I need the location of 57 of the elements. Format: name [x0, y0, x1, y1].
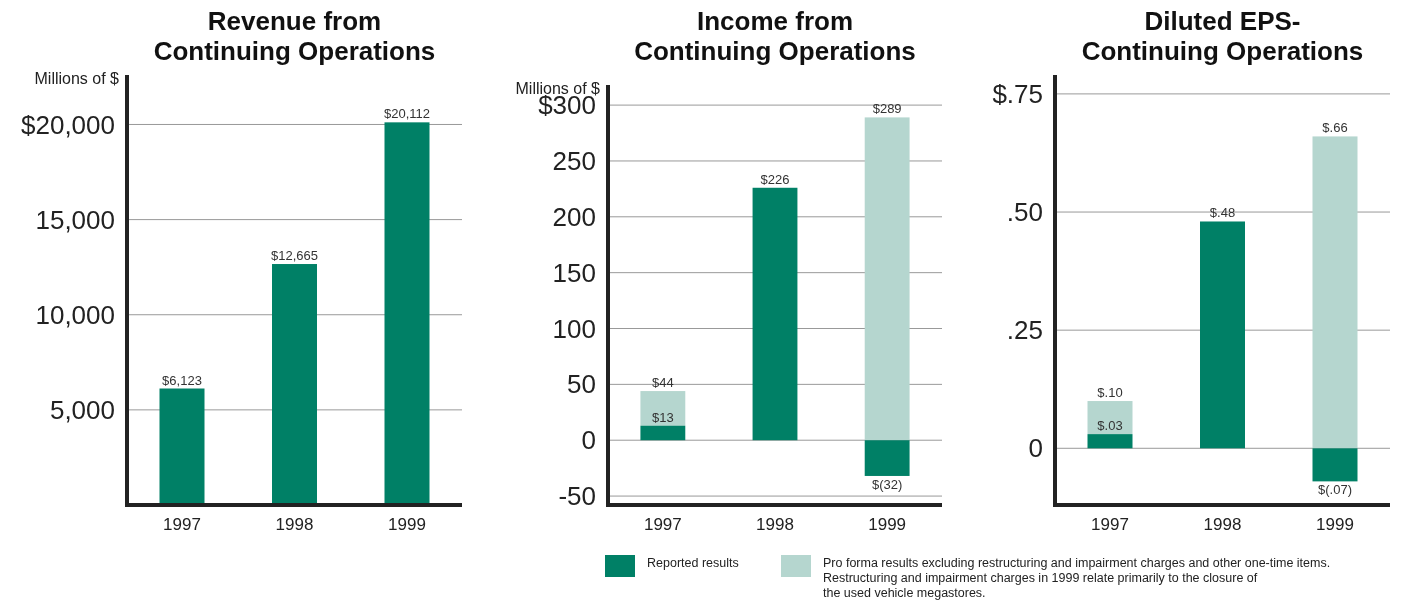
- total-label: $44: [652, 375, 674, 391]
- y-axis-title: Millions of $: [34, 70, 120, 87]
- data-label: $(32): [871, 476, 903, 492]
- x-tick-label: 1997: [163, 515, 201, 534]
- bar: [1087, 434, 1133, 449]
- data-label: $(.07): [1318, 482, 1352, 498]
- bar: [864, 117, 910, 441]
- bar: [752, 187, 798, 441]
- legend-label: Pro forma results excluding restructuring and impairment charges and other one-time items.: [823, 556, 1331, 570]
- x-tick-label: 1997: [643, 515, 682, 534]
- bar: [159, 388, 205, 505]
- chart-title: Diluted EPS- Continuing Operations: [1081, 6, 1364, 66]
- bar: [1087, 401, 1133, 435]
- bar: [272, 264, 317, 505]
- x-tick-label: 1998: [756, 515, 794, 534]
- y-tick-label: 50: [567, 369, 596, 400]
- y-tick-label: .50: [1006, 197, 1043, 228]
- y-tick-label: 0: [1028, 433, 1043, 464]
- data-label: $.03: [1097, 418, 1123, 434]
- data-label: $.66: [1322, 120, 1348, 136]
- y-tick-label: .25: [1006, 315, 1043, 346]
- y-tick-label: $.75: [992, 79, 1043, 109]
- bar: [640, 391, 686, 426]
- x-tick-label: 1998: [1203, 515, 1242, 534]
- y-tick-label: 0: [581, 425, 596, 456]
- data-label: $20,112: [383, 106, 431, 122]
- data-label: $289: [872, 101, 902, 117]
- bar: [640, 425, 686, 441]
- data-label: $13: [652, 409, 674, 425]
- data-label: $6,123: [162, 372, 202, 388]
- chart-title: Income from Continuing Operations: [634, 6, 916, 66]
- y-tick-label: 10,000: [35, 299, 115, 330]
- y-tick-label: $20,000: [21, 109, 115, 140]
- y-tick-label: 200: [552, 201, 596, 232]
- x-tick-label: 1997: [1091, 515, 1129, 534]
- y-tick-label: -50: [558, 481, 596, 512]
- y-tick-label: 100: [552, 313, 596, 344]
- data-label: $226: [760, 171, 790, 187]
- legend-label: Reported results: [647, 556, 739, 570]
- y-tick-label: 250: [552, 146, 596, 177]
- bar: [1200, 221, 1245, 449]
- x-tick-label: 1999: [868, 515, 907, 534]
- bar: [384, 122, 430, 505]
- bar: [864, 440, 910, 476]
- x-tick-label: 1999: [1316, 515, 1354, 534]
- data-label: $.48: [1209, 205, 1236, 221]
- y-tick-label: 5,000: [49, 394, 115, 425]
- chart-title: Revenue from Continuing Operations: [153, 6, 436, 66]
- bar: [1312, 136, 1358, 449]
- y-tick-label: 150: [552, 257, 596, 288]
- total-label: $.10: [1097, 385, 1123, 401]
- data-label: $12,665: [271, 248, 318, 264]
- x-tick-label: 1999: [388, 515, 426, 534]
- bar: [1312, 448, 1358, 482]
- x-tick-label: 1998: [275, 515, 314, 534]
- y-tick-label: 15,000: [35, 204, 115, 235]
- text: Restructuring and impairment charges in 1999 relate primarily to the closure of the used vehicle megastores.: [823, 571, 1258, 600]
